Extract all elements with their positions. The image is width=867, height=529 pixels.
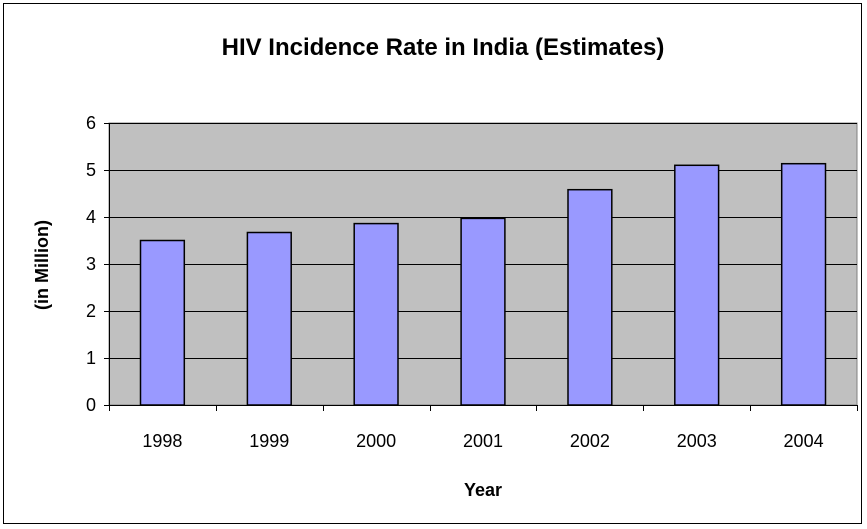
x-tick-label: 2004 <box>784 431 824 451</box>
bars <box>139 162 827 406</box>
bar-2000 <box>353 222 399 406</box>
x-tick-label: 2003 <box>677 431 717 451</box>
y-tick-label: 6 <box>86 113 96 133</box>
y-tick-label: 0 <box>86 395 96 415</box>
x-tick-label: 1998 <box>142 431 182 451</box>
x-tick-label: 2000 <box>356 431 396 451</box>
x-tick-label: 2001 <box>463 431 503 451</box>
bar-2001 <box>460 217 506 406</box>
bar-1999 <box>246 231 292 406</box>
x-axis-label: Year <box>464 480 502 500</box>
x-tick-label: 1999 <box>249 431 289 451</box>
y-tick-label: 4 <box>86 207 96 227</box>
chart-title: HIV Incidence Rate in India (Estimates) <box>222 34 665 61</box>
x-tick-label: 2002 <box>570 431 610 451</box>
bar-2004 <box>780 162 827 406</box>
bar-2003 <box>674 164 720 406</box>
axes <box>104 123 858 411</box>
bar-2002 <box>567 188 613 406</box>
y-axis-label: (in Million) <box>32 220 52 310</box>
y-tick-label: 5 <box>86 160 96 180</box>
bar-1998 <box>139 239 186 406</box>
y-tick-label: 3 <box>86 254 96 274</box>
y-tick-labels: 0 1 2 3 4 5 6 <box>86 113 96 415</box>
y-tick-label: 1 <box>86 348 96 368</box>
y-tick-label: 2 <box>86 301 96 321</box>
x-tick-labels: 1998 1999 2000 2001 2002 2003 2004 <box>142 431 823 451</box>
